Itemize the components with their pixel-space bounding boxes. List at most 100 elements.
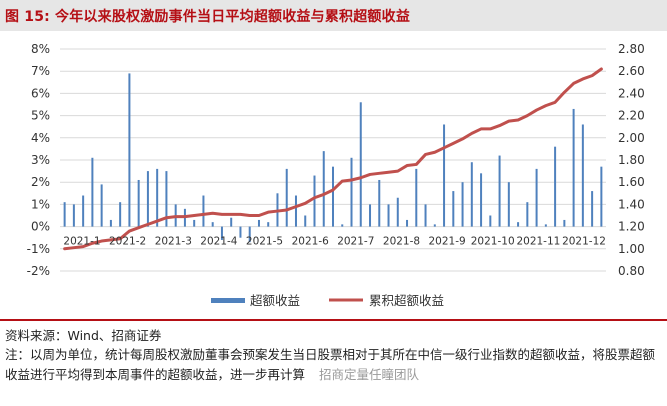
- bar: [63, 202, 66, 227]
- bar: [591, 191, 594, 227]
- x-tick-label: 2021-2: [109, 235, 146, 247]
- x-tick-label: 2021-6: [292, 235, 330, 247]
- bar: [415, 168, 418, 227]
- bar: [267, 222, 270, 227]
- bar: [109, 219, 112, 227]
- bar: [100, 184, 103, 227]
- bar: [526, 202, 529, 227]
- bar: [313, 175, 316, 227]
- bar: [489, 215, 492, 227]
- bar: [350, 157, 353, 227]
- x-axis-ticks: 2021-1 2021-2 2021-3 2021-4 2021-5 2021-6 2021…: [63, 235, 606, 247]
- bar: [294, 195, 297, 227]
- bar: [498, 155, 501, 227]
- right-tick-label: 1.40: [618, 197, 645, 211]
- bar: [535, 168, 538, 227]
- bar: [452, 191, 455, 227]
- left-tick-label: -1%: [27, 242, 50, 256]
- bar: [507, 182, 510, 227]
- bar: [202, 195, 205, 227]
- x-tick-label: 2021-5: [246, 235, 283, 247]
- bar: [239, 226, 242, 238]
- bar: [119, 202, 122, 227]
- bar: [341, 224, 344, 227]
- bar: [461, 182, 464, 227]
- bar: [544, 224, 547, 227]
- bar: [396, 197, 399, 227]
- right-tick-label: 2.00: [618, 131, 645, 145]
- x-tick-label: 2021-3: [155, 235, 192, 247]
- bar: [257, 219, 260, 227]
- x-tick-label: 2021-7: [337, 235, 374, 247]
- bar: [248, 226, 251, 243]
- x-tick-label: 2021-8: [383, 235, 420, 247]
- right-tick-label: 2.40: [618, 86, 645, 100]
- bar: [322, 151, 325, 227]
- bar: [424, 204, 427, 227]
- left-tick-label: 5%: [31, 109, 50, 123]
- left-axis-ticks: -2% -1% 0% 1% 2% 3% 4% 5% 6% 7% 8%: [27, 42, 50, 278]
- legend: 超额收益 累积超额收益: [211, 293, 444, 308]
- bar: [332, 166, 334, 227]
- x-tick-label: 2021-12: [562, 235, 606, 247]
- right-tick-label: 1.00: [618, 242, 645, 256]
- bar: [91, 157, 94, 227]
- bar: [470, 162, 473, 227]
- left-tick-label: 6%: [31, 86, 50, 100]
- right-tick-label: 2.20: [618, 109, 645, 123]
- right-tick-label: 2.60: [618, 64, 645, 78]
- bar: [572, 108, 575, 227]
- bar: [387, 204, 390, 227]
- right-tick-label: 2.80: [618, 42, 645, 56]
- bar: [554, 146, 557, 227]
- left-tick-label: 3%: [31, 153, 50, 167]
- bar: [369, 204, 372, 227]
- left-tick-label: 1%: [31, 197, 50, 211]
- x-tick-label: 2021-1: [63, 235, 100, 247]
- left-tick-label: 8%: [31, 42, 50, 56]
- bar: [581, 124, 584, 227]
- bar: [220, 226, 223, 240]
- bar: [128, 73, 131, 227]
- bar: [193, 219, 196, 227]
- left-tick-label: 2%: [31, 175, 50, 189]
- bar: [285, 168, 288, 227]
- watermark-text: 招商定量任瞳团队: [319, 367, 420, 382]
- legend-label-bar: 超额收益: [250, 293, 300, 308]
- x-tick-label: 2021-11: [516, 235, 560, 247]
- right-tick-label: 1.80: [618, 153, 645, 167]
- bar: [406, 219, 409, 227]
- bar: [72, 204, 75, 227]
- chart-area: -2% -1% 0% 1% 2% 3% 4% 5% 6% 7% 8% 0.80 1.00 1.20 1.4…: [0, 31, 667, 390]
- bar: [359, 102, 362, 227]
- bar: [137, 179, 140, 227]
- bar: [563, 219, 566, 227]
- right-axis-ticks: 0.80 1.00 1.20 1.40 1.60 1.80 2.00 2.20 2.40 2.60…: [618, 42, 645, 278]
- bar: [600, 166, 603, 227]
- x-tick-label: 2021-9: [428, 235, 465, 247]
- right-tick-label: 0.80: [618, 264, 645, 278]
- source-text: 资料来源：Wind、招商证券: [5, 328, 162, 343]
- chart-svg: -2% -1% 0% 1% 2% 3% 4% 5% 6% 7% 8% 0.80 1.00 1.20 1.4…: [27, 42, 645, 390]
- bar: [304, 215, 307, 227]
- bar: [230, 217, 233, 227]
- note-body: 注：以周为单位，统计每周股权激励董事会预案发生当日股票相对于其所在中信一级行业指…: [5, 347, 656, 382]
- left-tick-label: 7%: [31, 64, 50, 78]
- title-bar: 图 15: 今年以来股权激励事件当日平均超额收益与累积超额收益: [0, 0, 667, 31]
- left-tick-label: -2%: [27, 264, 50, 278]
- line-series-cumulative-return: [63, 67, 603, 251]
- bar: [211, 222, 214, 227]
- bar: [146, 171, 149, 227]
- right-tick-label: 1.60: [618, 175, 645, 189]
- left-tick-label: 0%: [31, 220, 50, 234]
- bar: [378, 179, 381, 227]
- divider-rule: [0, 319, 667, 321]
- legend-label-line: 累积超额收益: [369, 293, 444, 308]
- bar: [433, 224, 436, 227]
- left-tick-label: 4%: [31, 131, 50, 145]
- x-tick-label: 2021-10: [471, 235, 515, 247]
- bar-series-excess-return: [63, 73, 603, 243]
- bar: [517, 222, 520, 227]
- legend-swatch-bar: [211, 298, 245, 303]
- right-tick-label: 1.20: [618, 220, 645, 234]
